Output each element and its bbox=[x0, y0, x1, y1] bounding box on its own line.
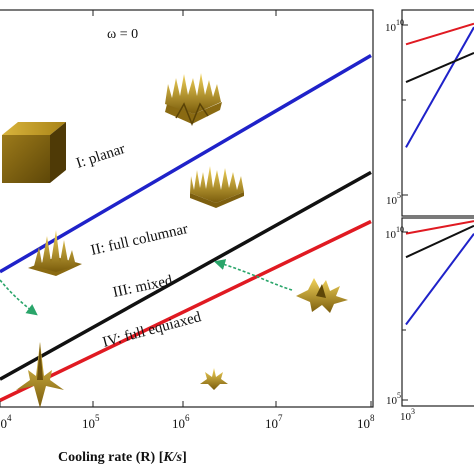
cube-illustration bbox=[2, 122, 66, 183]
boundary-line-red bbox=[0, 219, 372, 402]
side-bottom-line-black bbox=[405, 224, 474, 259]
side-top-y-tick-1e10: 1010 bbox=[385, 18, 404, 34]
large-equiaxed-star-illustration bbox=[16, 342, 64, 408]
side-bottom-line-blue bbox=[405, 233, 474, 326]
main-top-ticks bbox=[92, 10, 277, 16]
side-bottom-series-group bbox=[405, 220, 474, 326]
side-panel-top-frame bbox=[401, 9, 474, 217]
side-top-line-red bbox=[405, 22, 474, 46]
main-plot-frame bbox=[0, 9, 374, 408]
x-tick-label-1e5: 105 bbox=[82, 413, 100, 431]
side-top-line-black bbox=[405, 51, 474, 84]
region-label-full-columnar: II: full columnar bbox=[89, 221, 189, 259]
boundary-line-blue bbox=[0, 53, 372, 274]
mixed-spikes-illustration bbox=[28, 230, 82, 276]
side-bottom-line-red bbox=[405, 220, 474, 235]
side-bottom-y-tick-1e5: 105 bbox=[386, 391, 401, 407]
side-top-y-tick-1e5: 105 bbox=[386, 191, 401, 207]
side-panel-bottom-frame bbox=[401, 217, 474, 407]
columnar-illustration bbox=[190, 166, 244, 208]
region-label-mixed: III: mixed bbox=[112, 273, 175, 301]
side-top-line-blue bbox=[405, 26, 474, 148]
dendritic-crown-illustration bbox=[165, 73, 222, 127]
x-axis-title: Cooling rate (R) [K/s] bbox=[58, 450, 187, 465]
side-panel-ticks bbox=[402, 24, 408, 401]
side-bottom-y-tick-1e10: 1010 bbox=[385, 225, 404, 241]
main-series-group bbox=[0, 53, 372, 402]
x-tick-label-1e4: 104 bbox=[0, 413, 12, 431]
transition-arrow-left bbox=[0, 279, 38, 316]
side-top-series-group bbox=[405, 22, 474, 148]
side-bottom-x-tick-1e3: 103 bbox=[400, 407, 415, 423]
x-tick-label-1e6: 106 bbox=[172, 413, 190, 431]
x-tick-label-1e7: 107 bbox=[265, 413, 283, 431]
main-bottom-ticks bbox=[0, 401, 372, 407]
omega-annotation: ω = 0 bbox=[107, 27, 138, 42]
boundary-line-black bbox=[0, 170, 372, 381]
x-tick-label-1e8: 108 bbox=[357, 413, 375, 431]
equiaxed-cluster-illustration bbox=[296, 278, 348, 313]
transition-arrow-right bbox=[213, 259, 293, 291]
region-label-planar: I: planar bbox=[74, 141, 127, 172]
small-equiaxed-star-illustration bbox=[200, 368, 228, 390]
